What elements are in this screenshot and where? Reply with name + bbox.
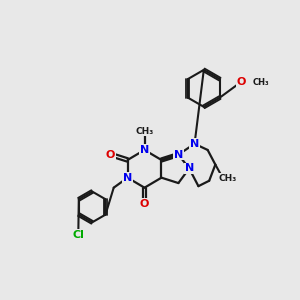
Text: CH₃: CH₃ [135,127,154,136]
Text: N: N [123,173,132,183]
Text: O: O [106,150,115,160]
Text: N: N [174,150,183,160]
Text: O: O [236,77,245,87]
Text: N: N [140,145,149,155]
Text: Cl: Cl [72,230,84,240]
Text: CH₃: CH₃ [253,78,270,87]
Text: O: O [140,199,149,209]
Text: N: N [190,139,199,149]
Text: CH₃: CH₃ [218,174,237,183]
Text: N: N [184,164,194,173]
